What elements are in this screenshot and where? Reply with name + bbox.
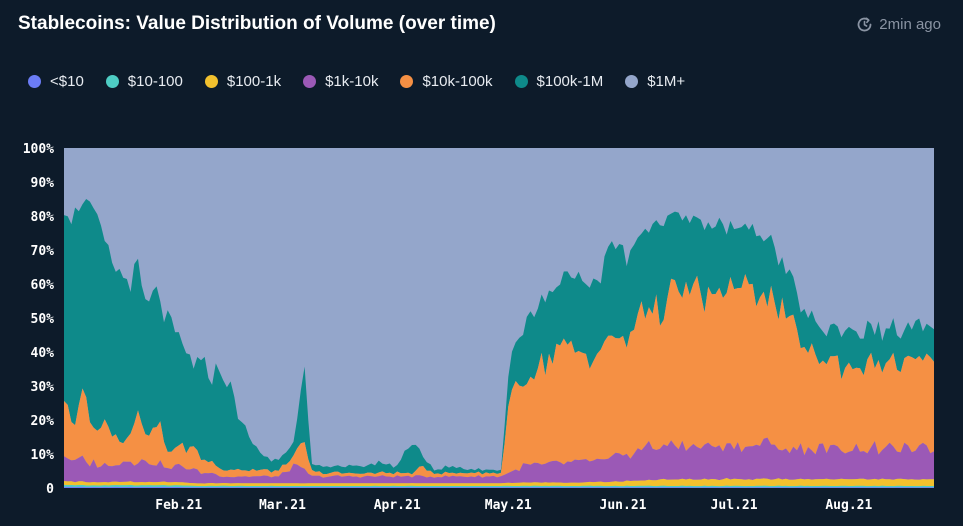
- legend-item[interactable]: <$10: [28, 73, 84, 90]
- legend: <$10 $10-100 $100-1k $1k-10k $10k-100k $…: [28, 73, 685, 90]
- y-tick-label: 90%: [31, 176, 55, 191]
- legend-swatch: [514, 75, 528, 88]
- x-tick-label: May.21: [485, 498, 532, 513]
- x-tick-label: Apr.21: [374, 498, 421, 513]
- legend-swatch: [204, 75, 218, 88]
- chart-title: Stablecoins: Value Distribution of Volum…: [18, 13, 496, 34]
- area-series--100k-1m[interactable]: [64, 199, 934, 475]
- y-tick-label: 50%: [31, 312, 55, 327]
- area-series--100-1k[interactable]: [64, 478, 934, 487]
- legend-swatch: [625, 75, 639, 88]
- last-updated[interactable]: 2min ago: [856, 16, 941, 33]
- last-updated-text: 2min ago: [879, 16, 941, 33]
- area-series--1m-[interactable]: [64, 148, 934, 471]
- area-series--10-100[interactable]: [64, 484, 934, 488]
- legend-label: $100-1k: [226, 73, 282, 90]
- legend-item[interactable]: $10-100: [105, 73, 183, 90]
- y-tick-label: 30%: [31, 380, 55, 395]
- legend-item[interactable]: $10k-100k: [400, 73, 493, 90]
- legend-swatch: [28, 75, 41, 88]
- x-tick-label: Feb.21: [155, 498, 202, 513]
- legend-swatch: [303, 75, 317, 88]
- legend-label: <$10: [50, 73, 84, 90]
- y-tick-label: 100%: [23, 142, 54, 157]
- legend-item[interactable]: $1M+: [625, 73, 685, 90]
- legend-item[interactable]: $100k-1M: [514, 73, 604, 90]
- x-tick-label: Aug.21: [825, 498, 872, 513]
- legend-label: $10k-100k: [422, 73, 493, 90]
- y-tick-label: 80%: [31, 210, 55, 225]
- y-tick-label: 70%: [31, 244, 55, 259]
- legend-swatch: [105, 75, 119, 88]
- y-tick-label: 60%: [31, 278, 55, 293]
- y-tick-label: 40%: [31, 346, 55, 361]
- legend-label: $1k-10k: [325, 73, 379, 90]
- x-tick-label: Jun.21: [600, 498, 647, 513]
- area-series--10[interactable]: [64, 486, 934, 488]
- area-series--10k-100k[interactable]: [64, 274, 934, 478]
- y-tick-label: 10%: [31, 448, 55, 463]
- x-tick-label: Jul.21: [711, 498, 758, 513]
- legend-item[interactable]: $1k-10k: [303, 73, 378, 90]
- y-tick-label: 20%: [31, 414, 55, 429]
- x-tick-label: Mar.21: [259, 498, 306, 513]
- area-series--1k-10k[interactable]: [64, 437, 934, 484]
- y-tick-label: 0: [46, 482, 54, 497]
- legend-label: $1M+: [647, 73, 686, 90]
- legend-item[interactable]: $100-1k: [204, 73, 282, 90]
- legend-label: $100k-1M: [536, 73, 604, 90]
- legend-swatch: [400, 75, 414, 88]
- refresh-clock-icon: [857, 17, 872, 32]
- legend-label: $10-100: [127, 73, 183, 90]
